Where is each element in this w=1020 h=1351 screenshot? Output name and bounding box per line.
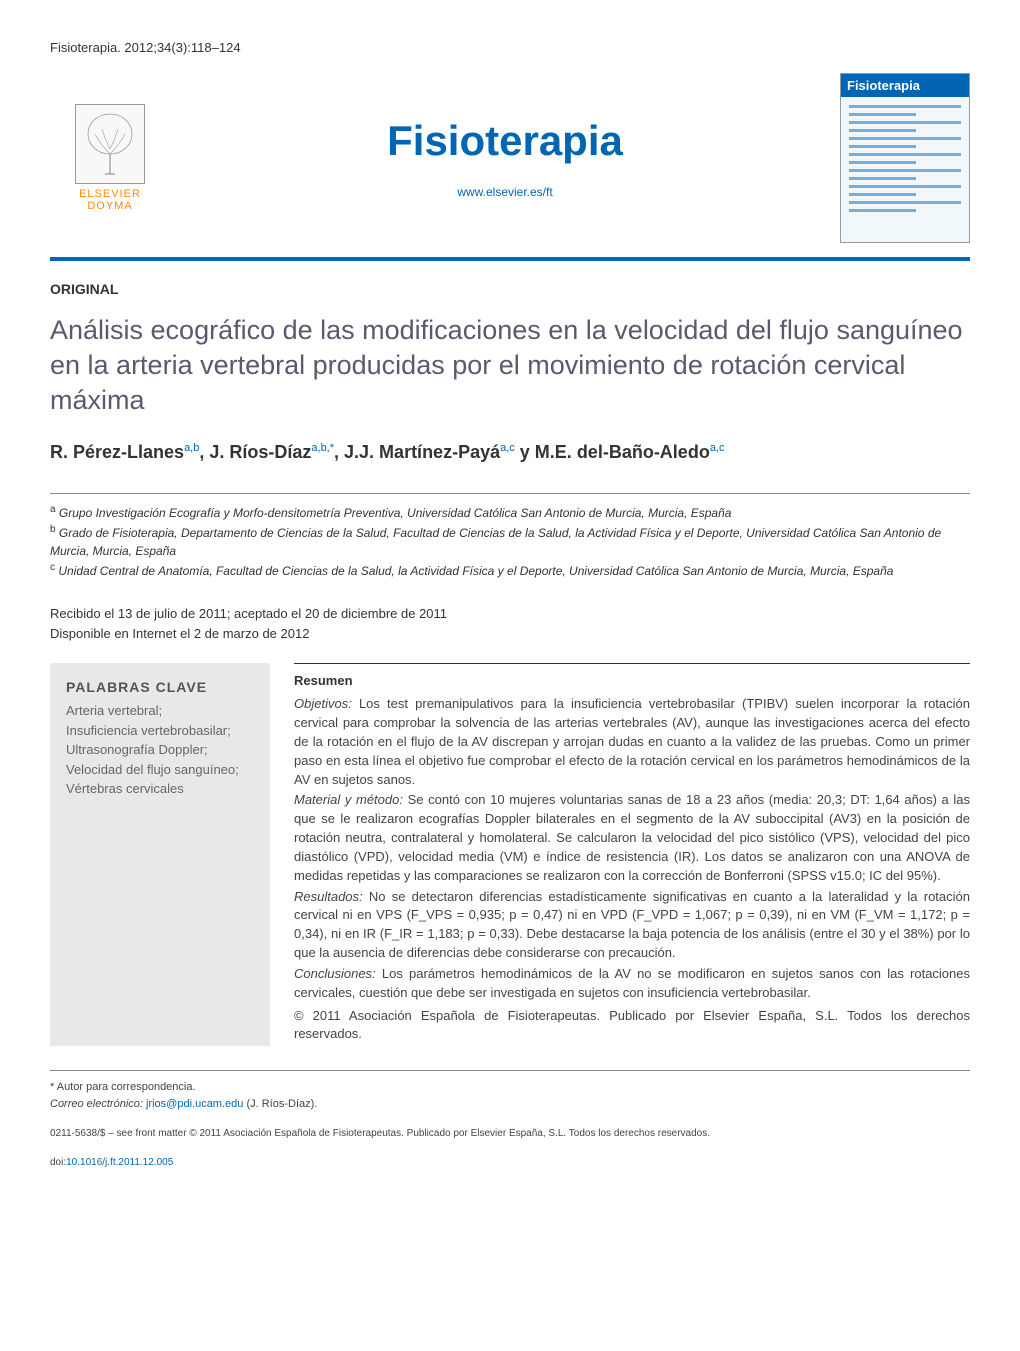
citation-line: Fisioterapia. 2012;34(3):118–124 bbox=[50, 40, 970, 55]
affiliation-item: a Grupo Investigación Ecografía y Morfo-… bbox=[50, 502, 970, 522]
cover-lines bbox=[841, 97, 969, 225]
doi-line: doi:10.1016/j.ft.2011.12.005 bbox=[50, 1155, 970, 1170]
authors-line: R. Pérez-Llanesa,b, J. Ríos-Díaza,b,*, J… bbox=[50, 442, 970, 463]
elsevier-tree-icon bbox=[75, 104, 145, 184]
journal-cover-thumbnail: Fisioterapia bbox=[840, 73, 970, 243]
header-center: Fisioterapia www.elsevier.es/ft bbox=[170, 117, 840, 199]
doi-label: doi: bbox=[50, 1157, 66, 1168]
journal-header: ELSEVIER DOYMA Fisioterapia www.elsevier… bbox=[50, 63, 970, 261]
journal-url[interactable]: www.elsevier.es/ft bbox=[170, 185, 840, 199]
article-title: Análisis ecográfico de las modificacione… bbox=[50, 313, 970, 418]
date-online: Disponible en Internet el 2 de marzo de … bbox=[50, 624, 970, 644]
article-page: Fisioterapia. 2012;34(3):118–124 ELSEVIE… bbox=[0, 0, 1020, 1210]
abstract-copyright: © 2011 Asociación Española de Fisioterap… bbox=[294, 1007, 970, 1045]
keywords-box: PALABRAS CLAVE Arteria vertebral; Insufi… bbox=[50, 663, 270, 1046]
cover-title: Fisioterapia bbox=[841, 74, 969, 97]
issn-copyright: 0211-5638/$ – see front matter © 2011 As… bbox=[50, 1126, 970, 1141]
journal-title: Fisioterapia bbox=[170, 117, 840, 165]
email-label: Correo electrónico: bbox=[50, 1098, 143, 1110]
article-dates: Recibido el 13 de julio de 2011; aceptad… bbox=[50, 604, 970, 643]
abstract-paragraph: Objetivos: Los test premanipulativos par… bbox=[294, 695, 970, 789]
abstract-paragraph: Material y método: Se contó con 10 mujer… bbox=[294, 791, 970, 885]
publisher-logo: ELSEVIER DOYMA bbox=[50, 104, 170, 212]
abstract-paragraph: Conclusiones: Los parámetros hemodinámic… bbox=[294, 965, 970, 1003]
article-type: ORIGINAL bbox=[50, 281, 970, 297]
email-author-name: (J. Ríos-Díaz). bbox=[246, 1098, 317, 1110]
affiliations: a Grupo Investigación Ecografía y Morfo-… bbox=[50, 493, 970, 580]
doi-link[interactable]: 10.1016/j.ft.2011.12.005 bbox=[66, 1157, 173, 1168]
footnotes: * Autor para correspondencia. Correo ele… bbox=[50, 1070, 970, 1170]
publisher-name: ELSEVIER DOYMA bbox=[79, 188, 141, 212]
corresponding-author-note: * Autor para correspondencia. bbox=[50, 1079, 970, 1096]
keywords-list: Arteria vertebral; Insuficiencia vertebr… bbox=[66, 701, 254, 799]
abstract-section: PALABRAS CLAVE Arteria vertebral; Insufi… bbox=[50, 663, 970, 1046]
abstract-heading: Resumen bbox=[294, 672, 970, 691]
affiliation-item: b Grado de Fisioterapia, Departamento de… bbox=[50, 522, 970, 560]
corresponding-email[interactable]: jrios@pdi.ucam.edu bbox=[146, 1098, 243, 1110]
date-received-accepted: Recibido el 13 de julio de 2011; aceptad… bbox=[50, 604, 970, 624]
abstract-body: Resumen Objetivos: Los test premanipulat… bbox=[294, 663, 970, 1046]
affiliation-item: c Unidad Central de Anatomía, Facultad d… bbox=[50, 560, 970, 580]
email-line: Correo electrónico: jrios@pdi.ucam.edu (… bbox=[50, 1096, 970, 1113]
keywords-label: PALABRAS CLAVE bbox=[66, 679, 254, 695]
abstract-paragraph: Resultados: No se detectaron diferencias… bbox=[294, 888, 970, 963]
